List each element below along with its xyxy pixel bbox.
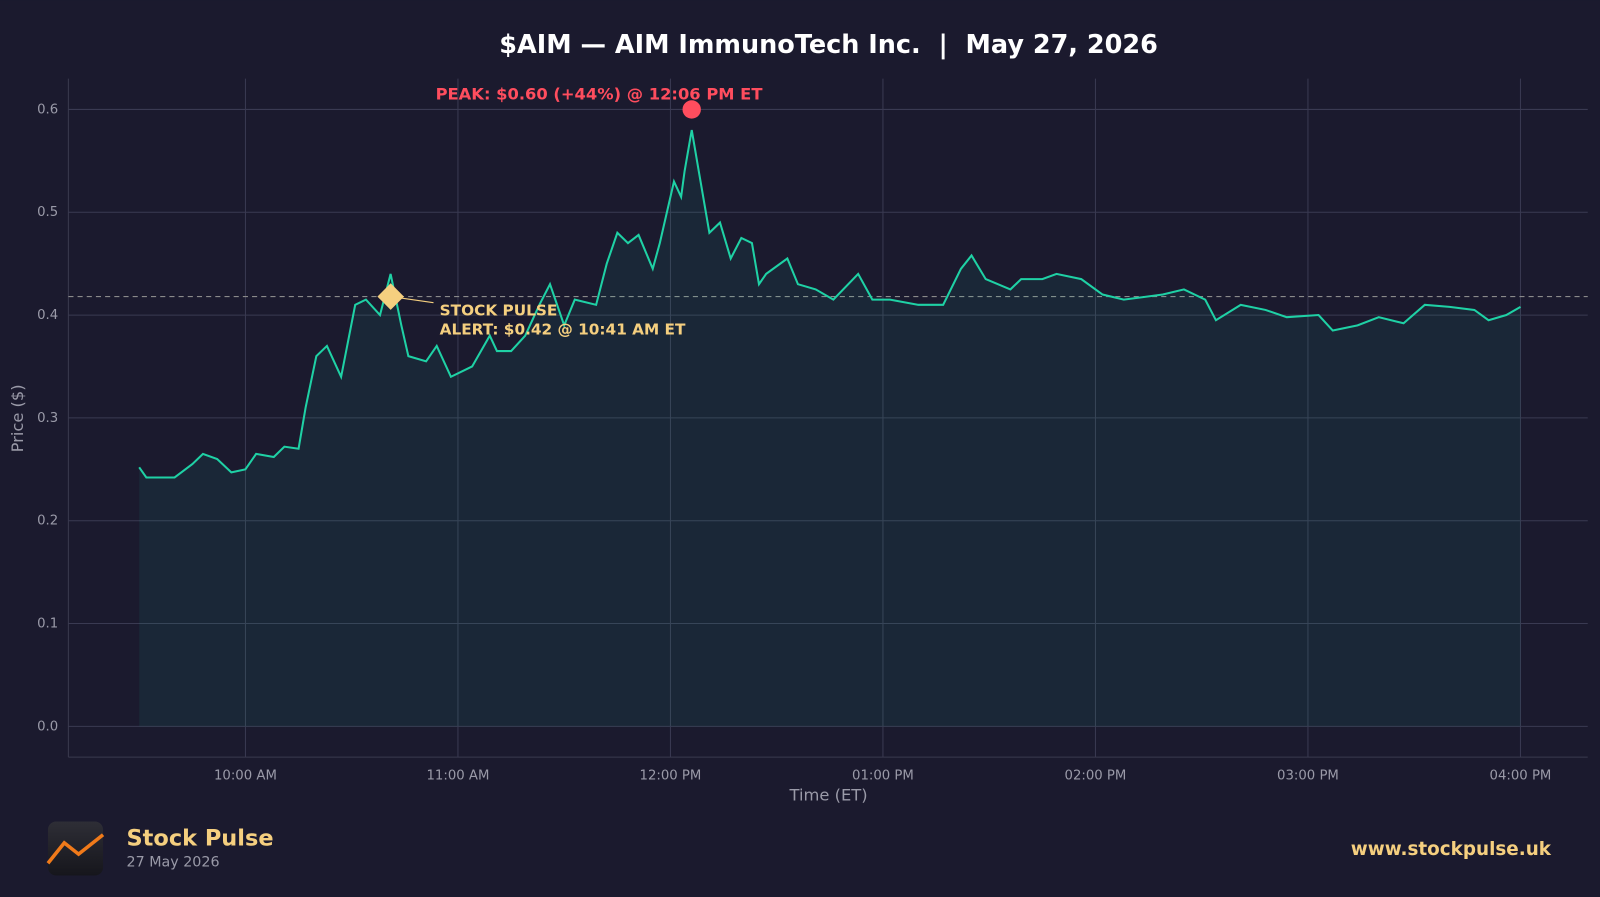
chart-title: $AIM — AIM ImmunoTech Inc. | May 27, 202… <box>499 30 1158 60</box>
logo-line <box>46 833 105 865</box>
x-tick-label: 12:00 PM <box>640 769 702 784</box>
y-tick-label: 0.5 <box>37 205 58 220</box>
y-tick-label: 0.3 <box>37 411 58 426</box>
logo <box>46 821 105 876</box>
x-tick-label: 11:00 AM <box>427 769 490 784</box>
alert-label: STOCK PULSE <box>440 301 558 319</box>
alert-marker <box>377 283 404 310</box>
x-tick-label: 03:00 PM <box>1277 769 1339 784</box>
brand: Stock Pulse <box>127 825 274 851</box>
x-tick-label: 01:00 PM <box>852 769 914 784</box>
x-tick-label: 10:00 AM <box>214 769 277 784</box>
price-line <box>138 129 1522 479</box>
url: www.stockpulse.uk <box>1351 839 1552 860</box>
area <box>139 130 1521 727</box>
x-tick-label: 02:00 PM <box>1065 769 1127 784</box>
y-axis-label: Price ($) <box>8 384 27 452</box>
y-tick-label: 0.4 <box>37 308 58 323</box>
x-tick-label: 04:00 PM <box>1490 769 1552 784</box>
x-axis-label: Time (ET) <box>789 785 868 804</box>
y-tick-label: 0.0 <box>37 719 58 734</box>
y-tick-label: 0.2 <box>37 514 58 529</box>
alert-label: ALERT: $0.42 @ 10:41 AM ET <box>440 321 686 339</box>
footer-date: 27 May 2026 <box>127 854 220 870</box>
peak-marker <box>682 100 701 119</box>
y-tick-label: 0.1 <box>37 617 58 632</box>
y-tick-label: 0.6 <box>37 102 58 117</box>
peak-label: PEAK: $0.60 (+44%) @ 12:06 PM ET <box>436 85 764 104</box>
logo-box <box>47 821 104 876</box>
